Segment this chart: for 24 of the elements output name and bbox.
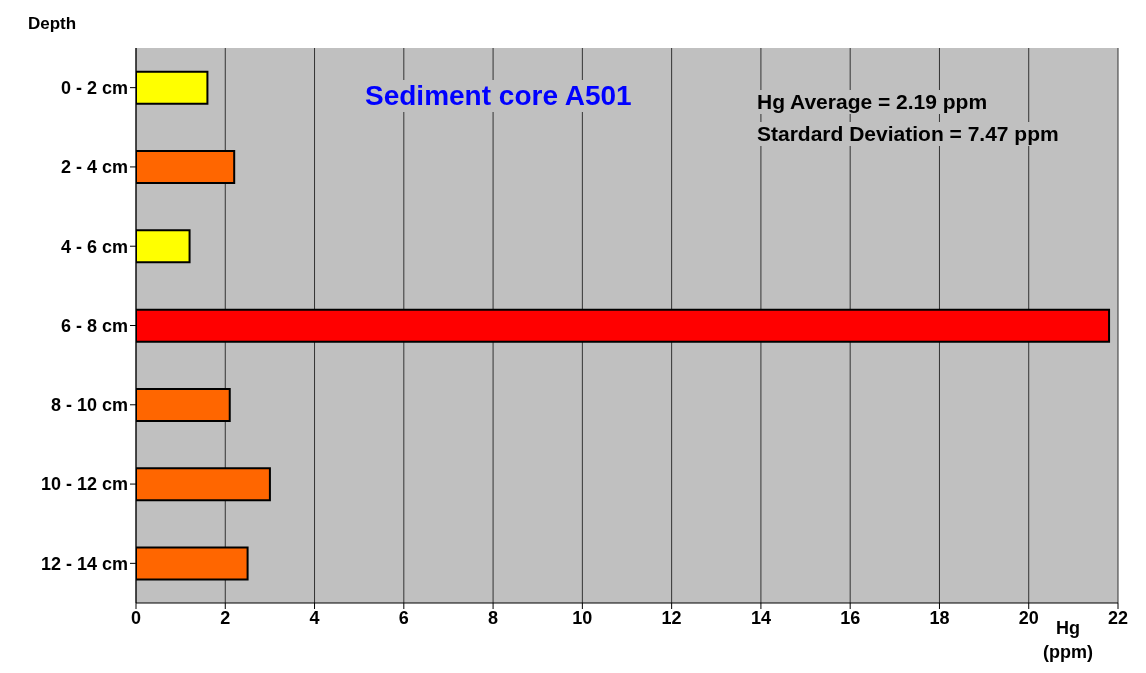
x-tick-label: 6 <box>398 607 409 628</box>
y-tick-label: 6 - 8 cm <box>60 315 128 336</box>
y-tick-label: 10 - 12 cm <box>40 474 128 495</box>
y-tick-label: 4 - 6 cm <box>60 236 128 257</box>
x-tick-label: 8 <box>488 607 499 628</box>
x-tick-label: 10 <box>572 607 593 628</box>
y-tick-label: 8 - 10 cm <box>50 395 128 416</box>
y-tick-label: 12 - 14 cm <box>40 553 128 574</box>
x-tick-label: 14 <box>750 607 771 628</box>
annotation: Hg Average = 2.19 ppm <box>753 90 992 114</box>
x-tick-label: 0 <box>130 607 142 628</box>
x-axis-title: Hg (ppm) <box>1043 616 1093 664</box>
x-tick-label: 16 <box>840 607 861 628</box>
x-tick-label: 22 <box>1107 607 1129 628</box>
text: Sediment core A501 <box>361 80 636 112</box>
x-tick-label: 12 <box>661 607 682 628</box>
x-tick-label: 20 <box>1018 607 1039 628</box>
y-axis-title: Depth <box>28 14 77 34</box>
y-tick-label: 0 - 2 cm <box>60 78 128 99</box>
x-tick-label: 18 <box>929 607 950 628</box>
x-tick-label: 4 <box>309 607 320 628</box>
annotation: Stardard Deviation = 7.47 ppm <box>753 122 1063 146</box>
y-tick-label: 2 - 4 cm <box>60 157 128 178</box>
x-tick-label: 2 <box>220 607 231 628</box>
